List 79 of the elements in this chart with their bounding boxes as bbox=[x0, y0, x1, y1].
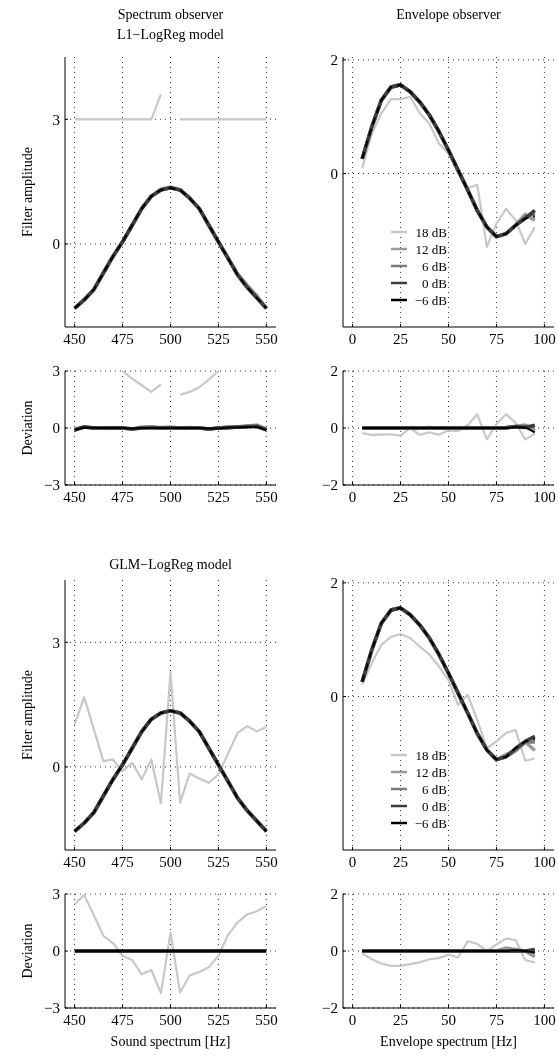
x-tick-label: 50 bbox=[441, 331, 456, 347]
x-tick-label: 525 bbox=[207, 1012, 230, 1028]
x-tick-label: 500 bbox=[159, 489, 182, 505]
legend-label: 0 dB bbox=[422, 798, 448, 814]
legend-label: 12 dB bbox=[415, 764, 448, 780]
x-tick-label: 75 bbox=[488, 331, 504, 347]
x-tick-label: 500 bbox=[159, 854, 182, 870]
x-tick-label: 25 bbox=[393, 331, 409, 347]
y-axis-title: Deviation bbox=[19, 923, 35, 979]
y-tick-label: −2 bbox=[322, 477, 338, 494]
y-tick-label: 0 bbox=[52, 236, 60, 253]
y-axis-title: Deviation bbox=[19, 400, 35, 456]
y-tick-label: 0 bbox=[330, 165, 338, 182]
x-tick-label: 450 bbox=[63, 489, 86, 505]
x-tick-label: 25 bbox=[393, 489, 409, 505]
x-tick-label: 100 bbox=[533, 854, 556, 870]
y-tick-label: −2 bbox=[322, 1000, 338, 1017]
x-tick-label: 100 bbox=[533, 1012, 556, 1028]
x-axis-title: Sound spectrum [Hz] bbox=[110, 1034, 231, 1049]
x-tick-label: 100 bbox=[533, 489, 556, 505]
y-tick-label: 2 bbox=[330, 52, 338, 69]
y-tick-label: 0 bbox=[330, 943, 338, 960]
x-tick-label: 550 bbox=[255, 331, 278, 347]
y-tick-label: 0 bbox=[52, 420, 60, 437]
x-tick-label: 75 bbox=[488, 854, 504, 870]
y-tick-label: 3 bbox=[52, 111, 60, 128]
y-tick-label: 2 bbox=[330, 363, 338, 380]
chart-title: Spectrum observer L1−LogReg model bbox=[116, 6, 225, 42]
x-tick-label: 450 bbox=[63, 1012, 86, 1028]
x-tick-label: 75 bbox=[488, 489, 504, 505]
x-tick-label: 50 bbox=[441, 854, 456, 870]
y-tick-label: 2 bbox=[330, 575, 338, 592]
legend-label: 18 dB bbox=[415, 747, 448, 763]
chart-title: Envelope observer bbox=[396, 6, 502, 22]
y-tick-label: 3 bbox=[52, 363, 60, 380]
x-tick-label: 25 bbox=[393, 1012, 409, 1028]
x-tick-label: 450 bbox=[63, 854, 86, 870]
x-tick-label: 525 bbox=[207, 489, 230, 505]
y-tick-label: 0 bbox=[330, 420, 338, 437]
legend-label: 6 dB bbox=[422, 258, 448, 274]
y-tick-label: 2 bbox=[330, 886, 338, 903]
x-tick-label: 525 bbox=[207, 854, 230, 870]
x-tick-label: 475 bbox=[111, 1012, 134, 1028]
y-tick-label: 3 bbox=[52, 634, 60, 651]
x-tick-label: 75 bbox=[488, 1012, 504, 1028]
x-tick-label: 500 bbox=[159, 1012, 182, 1028]
y-tick-label: 3 bbox=[52, 886, 60, 903]
x-axis-title: Envelope spectrum [Hz] bbox=[380, 1034, 517, 1049]
y-tick-label: −3 bbox=[44, 477, 60, 494]
x-tick-label: 550 bbox=[255, 489, 278, 505]
legend-label: 0 dB bbox=[422, 275, 448, 291]
x-tick-label: 550 bbox=[255, 1012, 278, 1028]
x-tick-label: 0 bbox=[348, 854, 357, 870]
x-tick-label: 525 bbox=[207, 331, 230, 347]
y-tick-label: −3 bbox=[44, 1000, 60, 1017]
x-tick-label: 50 bbox=[441, 1012, 456, 1028]
x-tick-label: 475 bbox=[111, 854, 134, 870]
x-tick-label: 475 bbox=[111, 489, 134, 505]
legend-label: −6 dB bbox=[414, 815, 448, 831]
x-tick-label: 0 bbox=[348, 489, 357, 505]
legend-label: 12 dB bbox=[415, 241, 448, 257]
legend-label: 6 dB bbox=[422, 781, 448, 797]
y-axis-title: Filter amplitude bbox=[19, 670, 35, 760]
x-tick-label: 550 bbox=[255, 854, 278, 870]
y-tick-label: 0 bbox=[52, 759, 60, 776]
x-tick-label: 450 bbox=[63, 331, 86, 347]
x-tick-label: 0 bbox=[348, 331, 357, 347]
y-tick-label: 0 bbox=[52, 943, 60, 960]
chart-title: GLM−LogReg model bbox=[109, 556, 232, 572]
x-tick-label: 500 bbox=[159, 331, 182, 347]
x-tick-label: 50 bbox=[441, 489, 456, 505]
x-tick-label: 0 bbox=[348, 1012, 357, 1028]
y-axis-title: Filter amplitude bbox=[19, 147, 35, 237]
x-tick-label: 25 bbox=[393, 854, 409, 870]
x-tick-label: 100 bbox=[533, 331, 556, 347]
x-tick-label: 475 bbox=[111, 331, 134, 347]
legend-label: −6 dB bbox=[414, 292, 448, 308]
y-tick-label: 0 bbox=[330, 688, 338, 705]
legend-label: 18 dB bbox=[415, 224, 448, 240]
